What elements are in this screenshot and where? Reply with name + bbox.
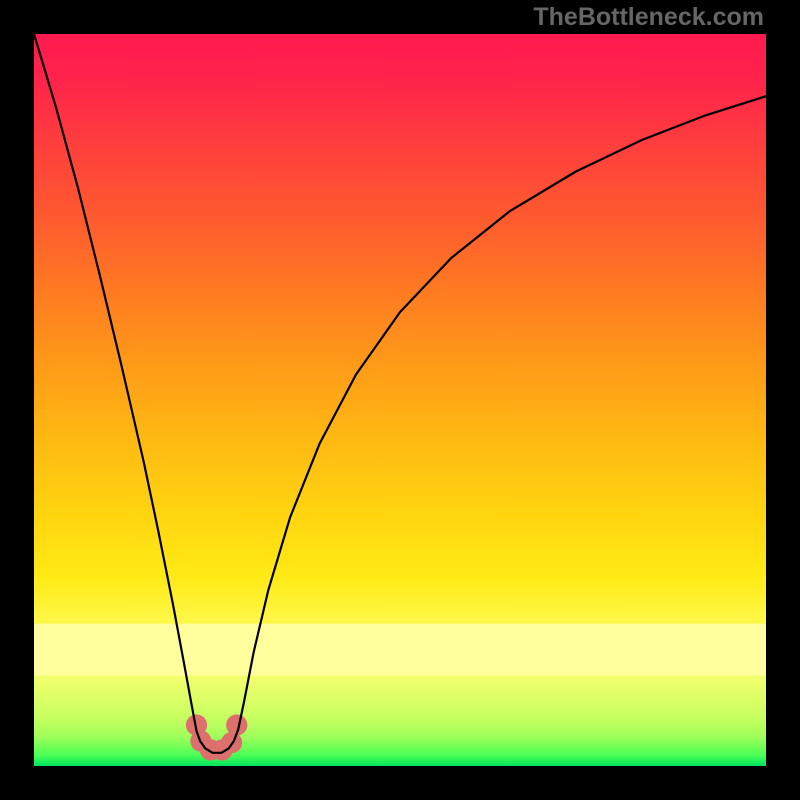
chart-svg (0, 0, 800, 800)
watermark-text: TheBottleneck.com (533, 3, 764, 32)
bottleneck-curve (34, 34, 766, 753)
